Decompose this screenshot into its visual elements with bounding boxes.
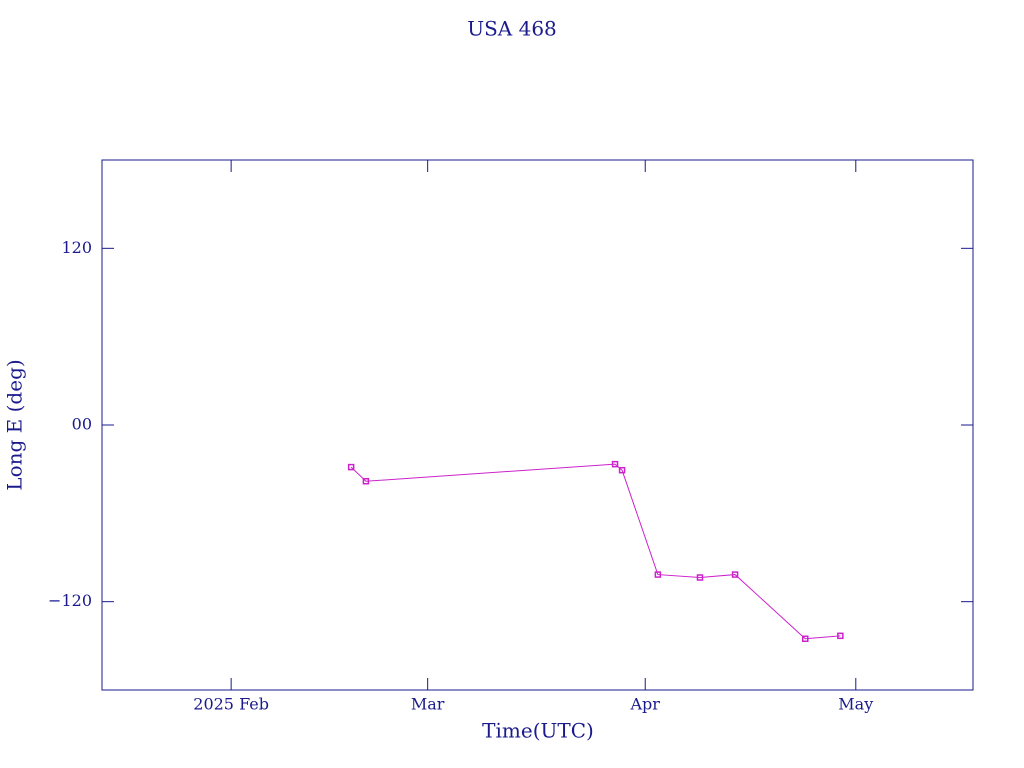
x-tick-label: Apr bbox=[630, 695, 661, 714]
x-tick-label: Mar bbox=[411, 695, 445, 714]
y-axis-label: Long E (deg) bbox=[3, 359, 27, 490]
point bbox=[731, 571, 739, 578]
x-tick-label: May bbox=[838, 695, 873, 714]
x-axis-label: Time(UTC) bbox=[482, 719, 594, 743]
y-tick-label: −120 bbox=[48, 591, 92, 610]
point bbox=[611, 460, 619, 468]
point bbox=[837, 632, 844, 640]
point bbox=[347, 463, 355, 471]
series-line bbox=[350, 463, 841, 640]
point bbox=[802, 635, 809, 643]
plot-frame bbox=[101, 159, 974, 691]
point bbox=[654, 571, 662, 578]
point bbox=[362, 477, 370, 485]
y-tick-label: 00 bbox=[72, 415, 92, 434]
point bbox=[696, 574, 704, 581]
x-tick-label: 2025 Feb bbox=[193, 695, 269, 714]
y-tick-label: 120 bbox=[61, 238, 92, 257]
point bbox=[618, 466, 626, 474]
chart-title: USA 468 bbox=[467, 17, 557, 41]
